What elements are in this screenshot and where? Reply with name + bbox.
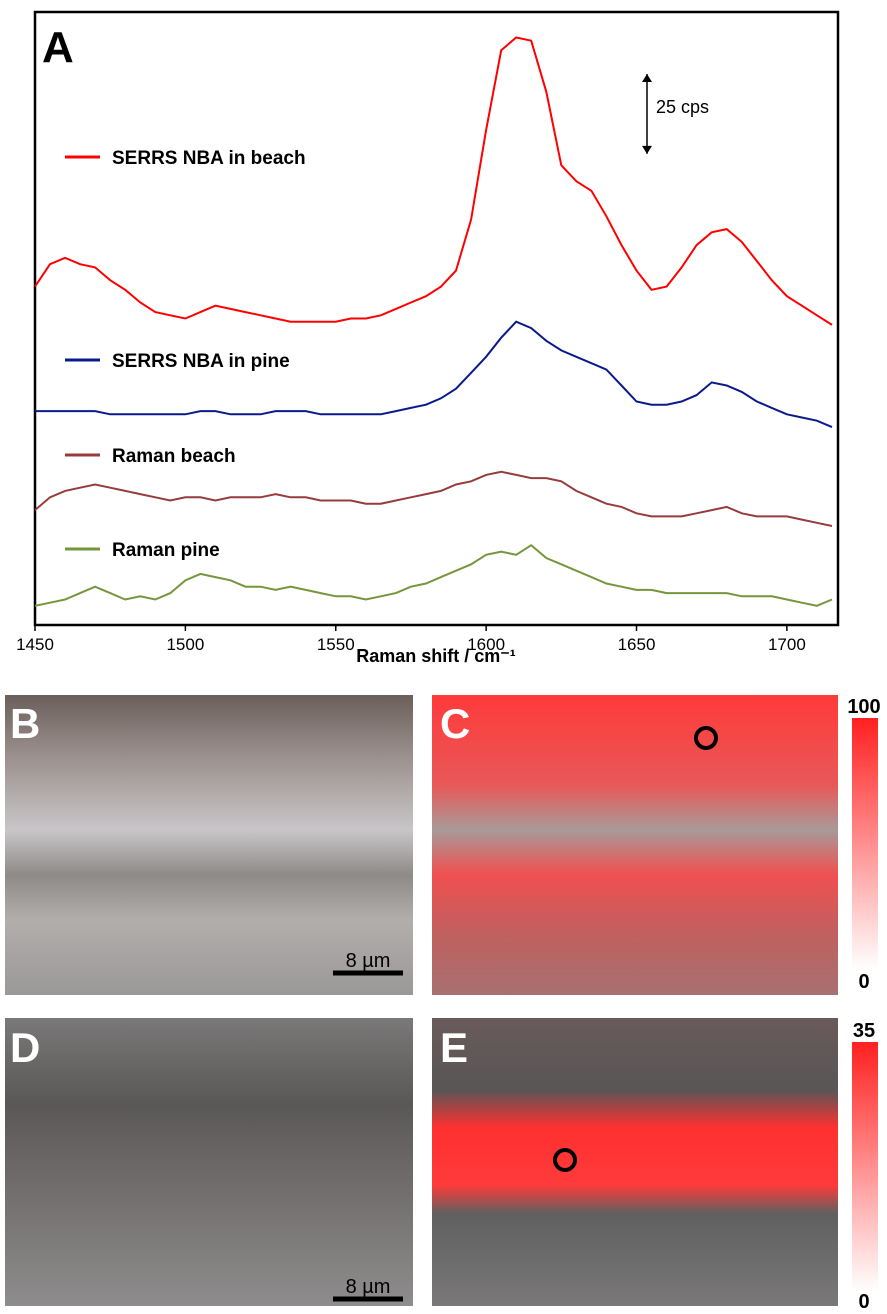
colorbar-max: 100 xyxy=(847,696,880,718)
image-e xyxy=(432,1018,838,1306)
panel-label: E xyxy=(440,1024,468,1071)
panel-label: D xyxy=(10,1024,40,1071)
legend-label: SERRS NBA in pine xyxy=(112,351,290,372)
legend-label: Raman beach xyxy=(112,446,236,467)
image-c xyxy=(432,695,838,995)
x-tick-label: 1550 xyxy=(317,635,355,654)
x-tick-label: 1500 xyxy=(166,635,204,654)
arrow-head xyxy=(642,74,652,82)
colorbar xyxy=(852,1042,878,1292)
x-tick-label: 1600 xyxy=(467,635,505,654)
colorbar-min: 0 xyxy=(858,1291,869,1313)
marker-circle xyxy=(553,1148,577,1172)
panel-label: A xyxy=(42,23,74,72)
spectrum-line xyxy=(35,320,833,429)
x-tick-label: 1450 xyxy=(16,635,54,654)
spectrum-line xyxy=(34,543,833,607)
scale-label: 25 cps xyxy=(656,97,709,117)
legend-label: Raman pine xyxy=(112,540,220,561)
x-tick-label: 1700 xyxy=(768,635,806,654)
x-axis-label: Raman shift / cm⁻¹ xyxy=(356,646,516,666)
colorbar-min: 0 xyxy=(858,971,869,993)
image-b xyxy=(5,695,413,995)
marker-circle xyxy=(694,726,718,750)
x-tick-label: 1650 xyxy=(618,635,656,654)
spectrum-line xyxy=(34,36,833,326)
arrow-head xyxy=(642,145,652,154)
panel-label: C xyxy=(440,700,470,747)
colorbar-max: 35 xyxy=(853,1020,875,1042)
scale-bar-label: 8 µm xyxy=(346,950,391,972)
panel-label: B xyxy=(10,700,40,747)
image-d xyxy=(5,1018,413,1306)
legend-label: SERRS NBA in beach xyxy=(112,148,306,169)
spectrum-line xyxy=(34,470,833,527)
scale-bar-label: 8 µm xyxy=(346,1276,391,1298)
colorbar xyxy=(852,718,878,970)
plot-frame xyxy=(33,10,840,627)
